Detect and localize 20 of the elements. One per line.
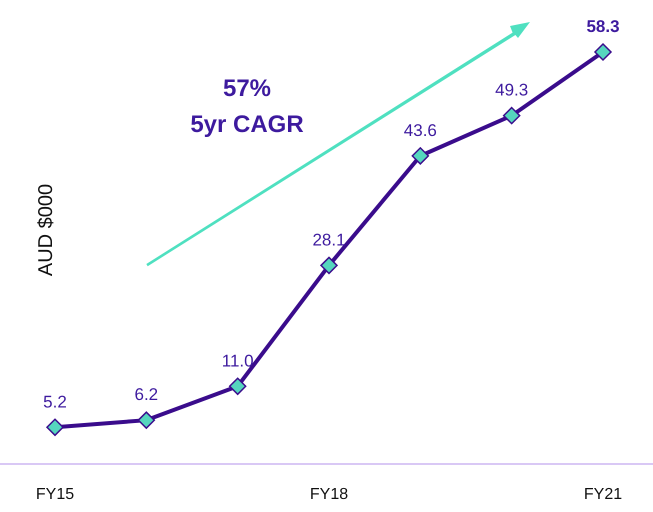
point — [46, 418, 64, 436]
point — [228, 378, 246, 396]
annotation: 57% — [222, 75, 272, 102]
data-label: 43.6 — [404, 120, 437, 140]
x-tick-label: FY15 — [36, 486, 74, 503]
point — [502, 106, 520, 124]
data-label: 28.1 — [312, 230, 346, 250]
y-axis-title: AUD $000 — [35, 184, 57, 276]
point — [320, 256, 338, 274]
data-label: 58.3 — [586, 17, 620, 36]
point — [412, 147, 430, 165]
annotation: 5yr CAGR — [190, 111, 304, 138]
point — [138, 411, 156, 429]
data-label: 49.3 — [495, 80, 528, 100]
x-tick-label: FY18 — [310, 486, 348, 503]
point — [594, 43, 612, 61]
data-label: 5.2 — [43, 392, 67, 412]
x-tick-label: FY21 — [584, 486, 622, 503]
data-label: 11.0 — [222, 351, 254, 370]
data-label: 6.2 — [134, 385, 158, 404]
